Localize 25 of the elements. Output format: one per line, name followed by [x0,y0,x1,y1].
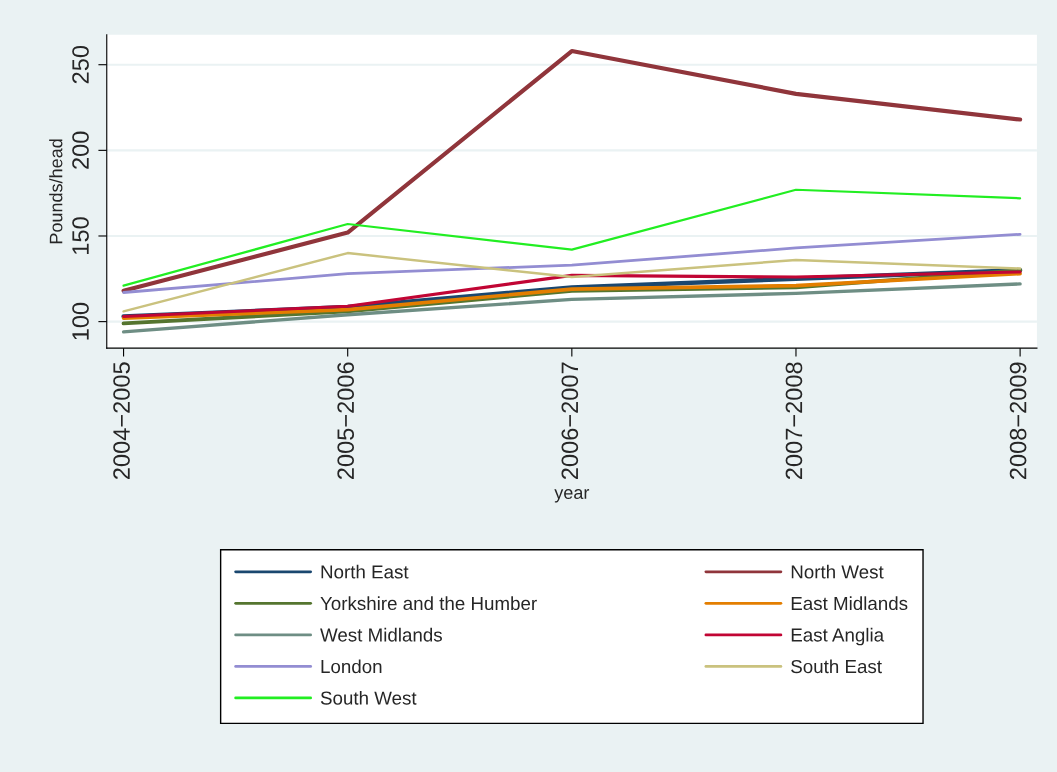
x-axis-title: year [554,489,590,503]
y-tick-label: 250 [72,45,89,84]
x-tick-label: 2004−2005 [113,362,130,480]
legend-label: South East [791,659,882,674]
legend-label: South West [320,690,417,705]
legend-label: West Midlands [320,627,442,642]
y-axis-title: Pounds/head [49,139,63,244]
y-tick-label: 150 [72,217,89,254]
legend-label: London [321,659,382,674]
x-tick-label: 2007−2008 [785,362,803,480]
legend-label: East Midlands [791,596,908,611]
line-series [122,251,1022,313]
legend-label: Yorkshire and the Humber [320,596,537,611]
y-tick-label: 200 [72,131,89,169]
legend-label: North West [791,564,884,579]
line-series [122,188,1022,287]
y-tick-label: 100 [72,302,89,340]
legend-label: North East [321,564,409,579]
legend-label: East Anglia [791,627,885,646]
line-series [121,282,1022,334]
line-series [122,232,1022,294]
line-series [121,48,1023,293]
x-tick-label: 2008−2009 [1009,362,1027,480]
x-tick-label: 2006−2007 [561,362,579,480]
x-tick-label: 2005−2006 [337,362,355,480]
